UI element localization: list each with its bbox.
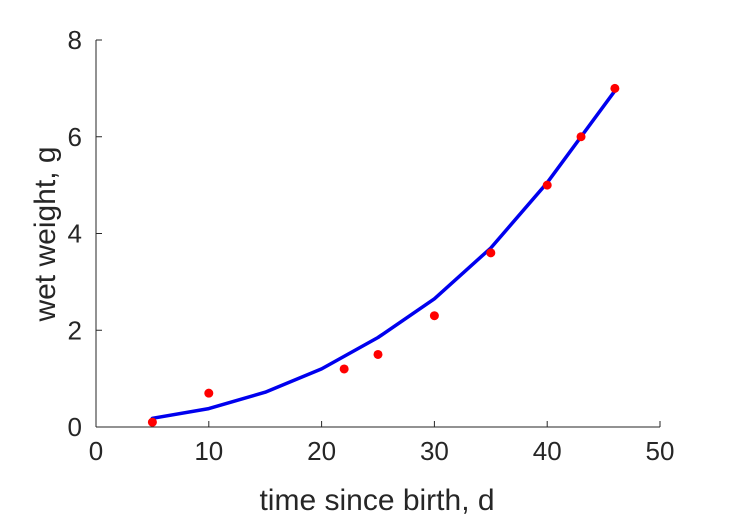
plot-area xyxy=(147,83,620,427)
data-point xyxy=(610,83,620,93)
data-point xyxy=(429,311,439,321)
data-point xyxy=(542,180,552,190)
data-point xyxy=(576,132,586,142)
y-tick-label: 8 xyxy=(68,25,82,55)
y-tick-label: 2 xyxy=(68,315,82,345)
data-point xyxy=(147,417,157,427)
data-point xyxy=(204,388,214,398)
x-tick-label: 50 xyxy=(646,436,675,466)
x-tick-label: 0 xyxy=(89,436,103,466)
data-point xyxy=(486,248,496,258)
axes: 0 10 20 30 40 50 0 2 4 6 8 xyxy=(68,25,675,466)
y-tick-label: 0 xyxy=(68,412,82,442)
y-tick-label: 6 xyxy=(68,122,82,152)
x-tick-label: 30 xyxy=(420,436,449,466)
fit-curve xyxy=(150,89,617,421)
y-axis-label: wet weight, g xyxy=(29,146,62,322)
x-tick-label: 10 xyxy=(194,436,223,466)
y-tick-label: 4 xyxy=(68,219,82,249)
x-axis-label: time since birth, d xyxy=(259,484,494,517)
x-tick-label: 20 xyxy=(307,436,336,466)
data-point xyxy=(373,349,383,359)
x-tick-label: 40 xyxy=(533,436,562,466)
data-point xyxy=(339,364,349,374)
